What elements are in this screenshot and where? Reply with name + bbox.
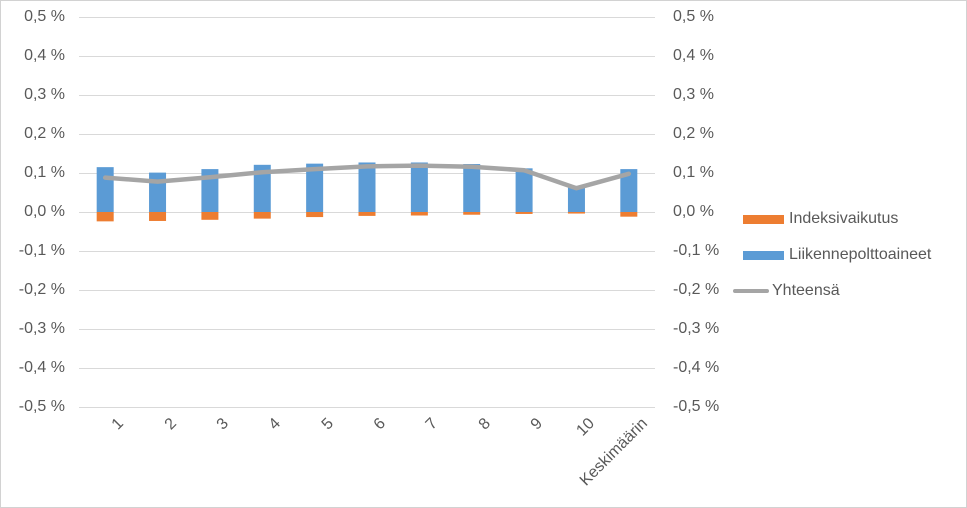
y-tick-right-5: 0,0 %	[673, 203, 714, 220]
legend-item-yhteensa: Yhteensä	[733, 282, 840, 300]
y-tick-left-4: 0,1 %	[24, 164, 65, 181]
y-tick-right-10: -0,5 %	[673, 398, 720, 415]
bar-indeksivaikutus-7	[410, 212, 428, 216]
legend-swatch-blue-bar	[743, 250, 784, 260]
bar-liikennepolttoaineet-9	[515, 168, 533, 212]
bar-liikennepolttoaineet-10	[567, 185, 585, 212]
legend-label-indeksivaikutus: Indeksivaikutus	[789, 210, 899, 227]
y-tick-left-1: 0,4 %	[24, 47, 65, 64]
legend-swatch-gray-line	[733, 289, 769, 293]
y-tick-right-0: 0,5 %	[673, 8, 714, 25]
legend-swatch-orange-bar	[743, 214, 784, 224]
y-tick-left-6: -0,1 %	[18, 242, 65, 259]
y-tick-right-2: 0,3 %	[673, 86, 714, 103]
bar-indeksivaikutus-10	[567, 212, 585, 214]
y-tick-left-8: -0,3 %	[18, 320, 65, 337]
bar-indeksivaikutus-8	[463, 212, 481, 215]
bar-indeksivaikutus-5	[306, 212, 324, 218]
y-tick-left-0: 0,5 %	[24, 8, 65, 25]
y-tick-right-1: 0,4 %	[673, 47, 714, 64]
y-tick-right-6: -0,1 %	[673, 242, 720, 259]
y-tick-left-2: 0,3 %	[24, 86, 65, 103]
y-tick-left-5: 0,0 %	[24, 203, 65, 220]
y-tick-right-3: 0,2 %	[673, 125, 714, 142]
line-yhteensä	[102, 163, 632, 191]
bar-indeksivaikutus-4	[253, 212, 271, 219]
bar-indeksivaikutus-2	[149, 212, 167, 221]
bar-liikennepolttoaineet-6	[358, 162, 376, 212]
y-tick-right-8: -0,3 %	[673, 320, 720, 337]
bar-indeksivaikutus-9	[515, 212, 533, 214]
y-tick-left-3: 0,2 %	[24, 125, 65, 142]
legend-label-yhteensa: Yhteensä	[772, 282, 840, 299]
bar-indeksivaikutus-1	[96, 212, 114, 222]
y-tick-right-4: 0,1 %	[673, 164, 714, 181]
y-tick-right-7: -0,2 %	[673, 281, 720, 298]
bar-indeksivaikutus-Keskimäärin	[620, 212, 638, 217]
bar-liikennepolttoaineet-Keskimäärin	[620, 169, 638, 212]
y-tick-left-9: -0,4 %	[18, 359, 65, 376]
bar-liikennepolttoaineet-8	[463, 164, 481, 212]
legend-label-liikennepolttoaineet: Liikennepolttoaineet	[789, 246, 932, 263]
bar-liikennepolttoaineet-5	[306, 163, 324, 212]
bar-liikennepolttoaineet-7	[410, 162, 428, 212]
bar-liikennepolttoaineet-1	[96, 167, 114, 212]
y-tick-left-10: -0,5 %	[18, 398, 65, 415]
bar-indeksivaikutus-6	[358, 212, 376, 216]
y-tick-left-7: -0,2 %	[18, 281, 65, 298]
bar-liikennepolttoaineet-2	[149, 172, 167, 212]
bar-liikennepolttoaineet-4	[253, 164, 271, 212]
bar-indeksivaikutus-3	[201, 212, 219, 220]
y-tick-right-9: -0,4 %	[673, 359, 720, 376]
legend-item-liikennepolttoaineet: Liikennepolttoaineet	[743, 246, 931, 264]
legend-item-indeksivaikutus: Indeksivaikutus	[743, 210, 898, 228]
